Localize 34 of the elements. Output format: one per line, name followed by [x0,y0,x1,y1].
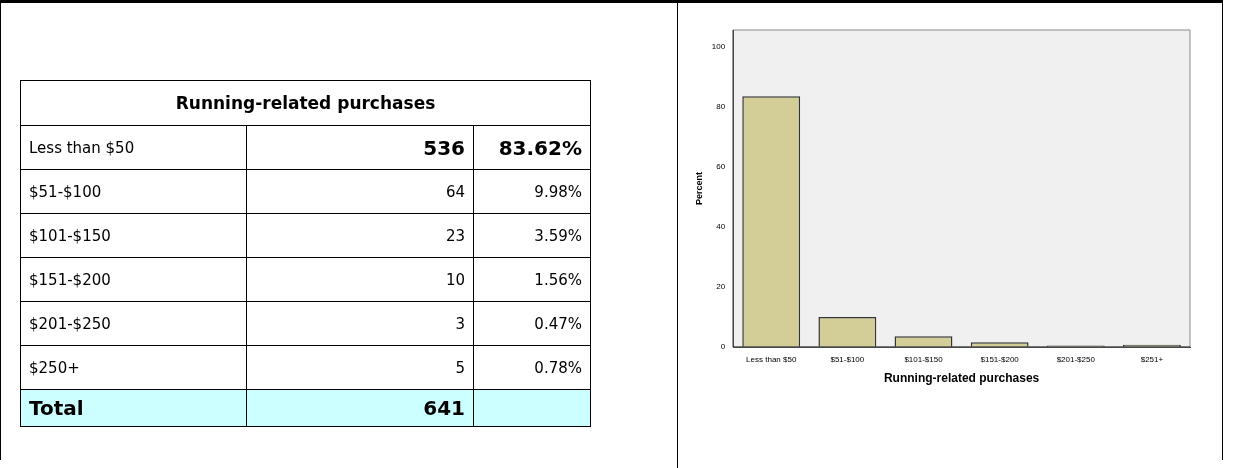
y-tick-label: 100 [711,42,726,52]
data-label: 0.78% [473,345,591,390]
category-label: $151-$200 [20,257,247,302]
x-tick-label: $101-$150 [904,355,944,364]
text: Running-related purchases [20,80,591,126]
text: 641 [246,389,474,427]
data-label: 3.59% [473,213,591,258]
category-label: $101-$150 [20,213,247,258]
data-label: 23 [246,213,474,258]
x-axis-title: Running-related purchases [883,371,1040,386]
data-label: 83.62% [473,125,591,170]
data-label: 0.47% [473,301,591,346]
y-tick-label: 80 [716,102,726,112]
category-label: $250+ [20,345,247,390]
x-tick-label: $251+ [1140,355,1164,364]
data-label: 3 [246,301,474,346]
x-tick-label: $151-$200 [980,355,1020,364]
category-label: $51-$100 [20,169,247,214]
x-tick-label: $201-$250 [1056,355,1096,364]
y-tick-label: 40 [716,222,726,232]
data-label: 64 [246,169,474,214]
data-label: 9.98% [473,169,591,214]
y-axis-title: Percent [693,171,704,206]
data-label: 536 [246,125,474,170]
data-label: 1.56% [473,257,591,302]
data-label: 10 [246,257,474,302]
data-label: 5 [246,345,474,390]
text: Total [20,389,247,427]
x-tick-label: Less than $50 [746,355,797,364]
x-tick-label: $51-$100 [830,355,865,364]
y-tick-label: 20 [716,282,726,292]
category-label: Less than $50 [20,125,247,170]
y-tick-label: 60 [716,162,726,172]
y-tick-label: 0 [720,342,726,352]
